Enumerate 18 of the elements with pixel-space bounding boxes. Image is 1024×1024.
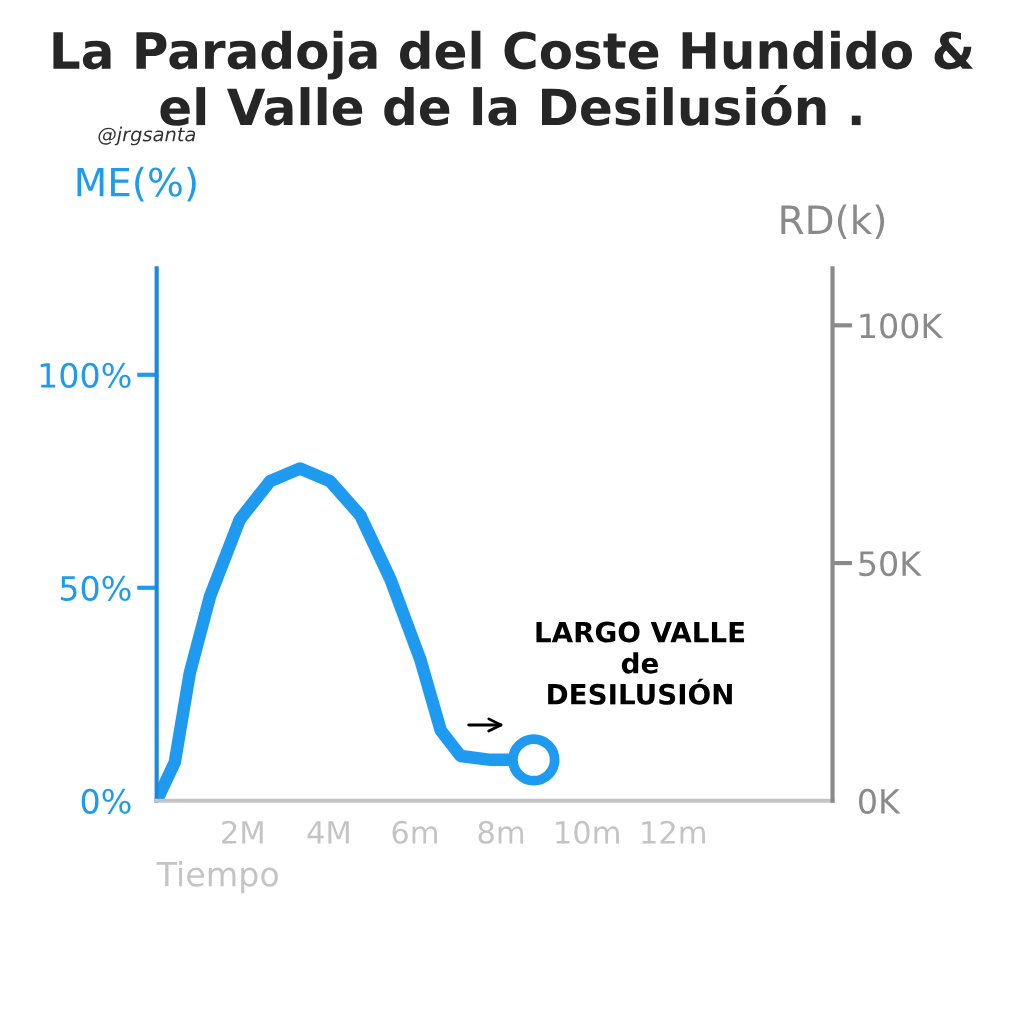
y2-axis-title: RD(k) — [781, 204, 885, 240]
x-tick-label: 2M — [222, 820, 263, 844]
y2-tick-label: 100K — [860, 313, 943, 339]
y-tick-label: 100% — [40, 362, 131, 388]
x-tick-label: 8m — [478, 820, 524, 844]
x-tick-label: 10m — [556, 820, 619, 844]
y-tick-label: 0% — [81, 788, 131, 814]
x-tick-label: 4M — [307, 821, 349, 844]
x-tick-label: 6m — [392, 820, 437, 844]
y-tick-label: 50% — [60, 575, 131, 601]
x-tick-label: 12m — [642, 820, 705, 844]
x-axis-title: Tiempo — [156, 860, 278, 894]
y-axis-title: ME(%) — [77, 166, 196, 202]
text: @jrgsanta — [98, 126, 196, 146]
y2-tick-label: 0K — [859, 788, 901, 814]
chart-title: La Paradoja del Coste Hundido & el Valle de la Desilusión . — [53, 30, 974, 126]
annotation: LARGO VALLE de DESILUSIÓN — [536, 621, 745, 705]
y2-tick-label: 50K — [859, 550, 922, 577]
